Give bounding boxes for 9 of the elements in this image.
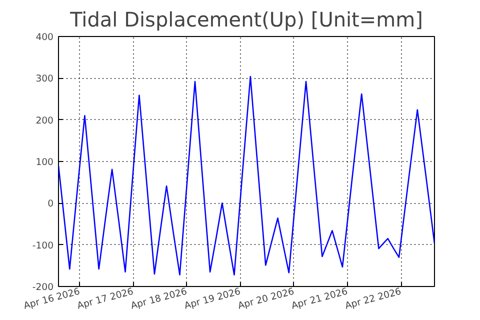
y-tick-label: -200 <box>32 282 54 293</box>
line-series <box>58 76 434 276</box>
y-tick-label: 0 <box>48 198 54 210</box>
chart-title: Tidal Displacement(Up) [Unit=mm] <box>69 8 423 32</box>
y-tick-label: 400 <box>36 32 54 43</box>
y-tick-label: 200 <box>36 115 54 126</box>
y-tick-label: 300 <box>36 74 54 85</box>
y-tick-label: -100 <box>32 240 54 252</box>
y-tick-label: 100 <box>36 157 54 168</box>
